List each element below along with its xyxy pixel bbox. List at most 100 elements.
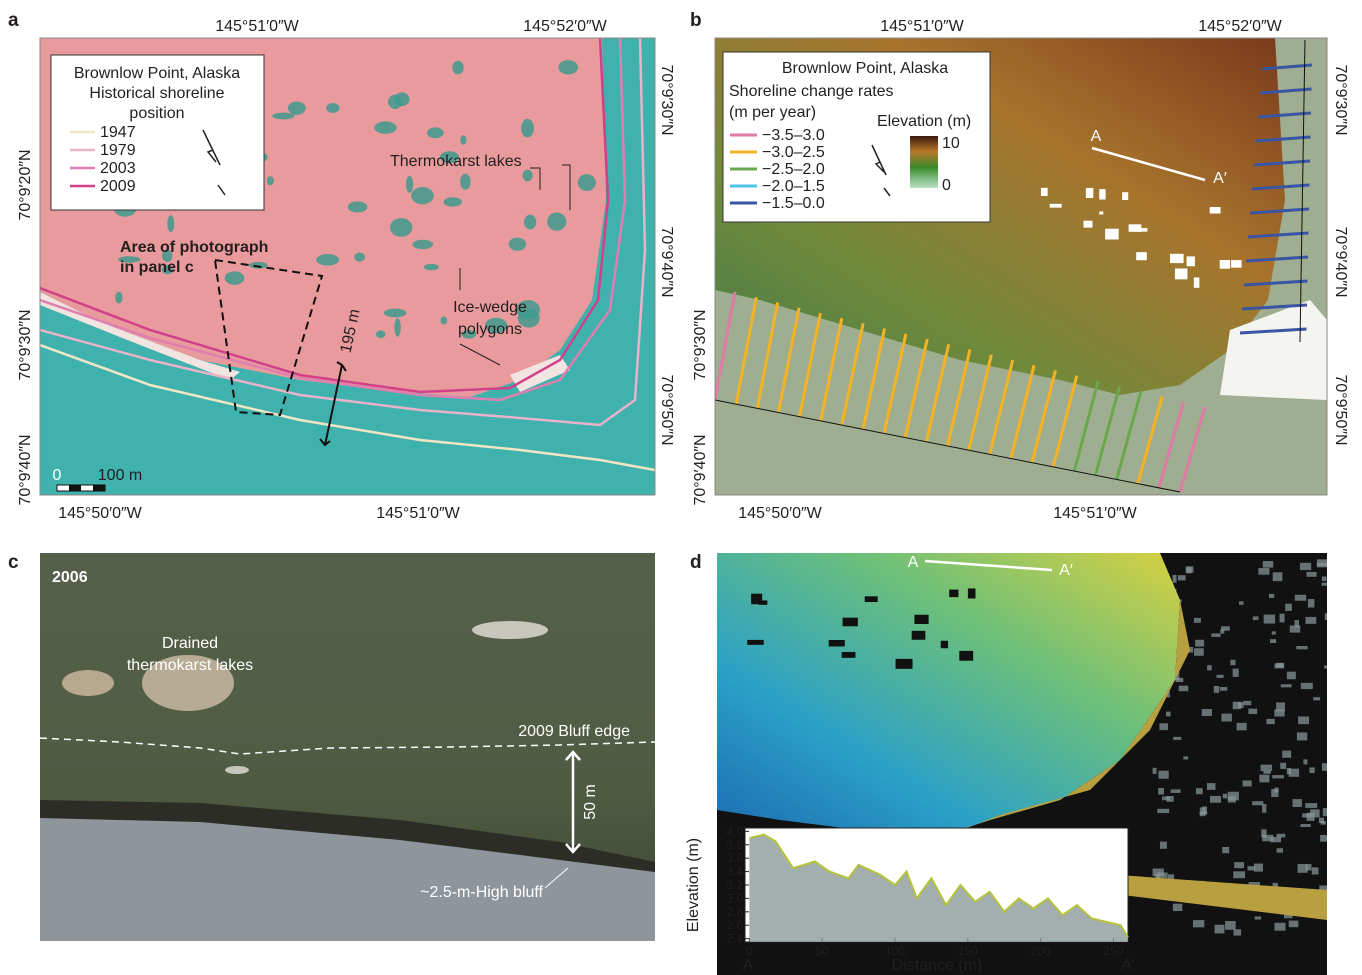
x-tick-label: 0 xyxy=(746,944,753,958)
speckle xyxy=(1255,916,1261,919)
lake xyxy=(460,174,470,190)
lake xyxy=(376,330,385,338)
x-tick-label: 200 xyxy=(1031,944,1051,958)
speckle xyxy=(1317,563,1328,567)
x-tick-label: 150 xyxy=(958,944,978,958)
speckle xyxy=(1300,563,1311,570)
coord-label: 70°9′40″N xyxy=(1332,226,1349,297)
speckle xyxy=(1325,613,1333,620)
annotation: thermokarst lakes xyxy=(127,657,253,674)
speckle xyxy=(1313,697,1320,700)
lake xyxy=(522,170,532,182)
gap xyxy=(959,651,973,661)
y-tick-label: 3.8 xyxy=(726,838,743,852)
speckle xyxy=(1295,595,1306,601)
profile-end: A′ xyxy=(1059,562,1073,579)
speckle xyxy=(1285,604,1292,611)
speckle xyxy=(1254,864,1263,872)
y-tick-label: 3.6 xyxy=(726,851,743,865)
lake xyxy=(424,264,439,270)
speckle xyxy=(1166,712,1171,717)
legend-label: 2003 xyxy=(100,160,136,177)
speckle xyxy=(1276,663,1283,668)
gap xyxy=(1084,221,1093,228)
annotation: in panel c xyxy=(120,259,194,276)
speckle xyxy=(1273,572,1283,581)
speckle xyxy=(1237,723,1247,730)
speckle xyxy=(1324,665,1336,668)
speckle xyxy=(1322,583,1327,586)
axis-title: Distance (m) xyxy=(892,957,983,974)
lake xyxy=(524,215,536,230)
lake xyxy=(316,254,339,266)
speckle xyxy=(1194,648,1204,656)
speckle xyxy=(1173,575,1177,583)
speckle xyxy=(1233,871,1245,878)
speckle xyxy=(1220,687,1227,691)
gap xyxy=(1210,207,1221,213)
lake xyxy=(558,60,578,74)
speckle xyxy=(1168,874,1174,879)
speckle xyxy=(1281,684,1292,687)
y-tick-label: 3.0 xyxy=(726,891,743,905)
speckle xyxy=(1207,665,1212,670)
annotation: Area of photograph xyxy=(120,239,268,256)
speckle xyxy=(1173,904,1182,911)
lake xyxy=(267,176,274,185)
speckle xyxy=(1248,709,1257,714)
lake xyxy=(547,212,566,230)
speckle xyxy=(1298,716,1309,724)
gap xyxy=(1086,188,1093,198)
y-tick-label: 2.8 xyxy=(726,905,743,919)
speckle xyxy=(1243,780,1252,786)
lake xyxy=(167,215,174,232)
speckle xyxy=(1329,633,1338,639)
legend-title: Elevation (m) xyxy=(877,113,971,130)
legend-label: 1947 xyxy=(100,124,136,141)
gap xyxy=(941,641,948,649)
x-tick-label: 250 xyxy=(1103,944,1123,958)
y-tick-label: 2.4 xyxy=(726,932,743,946)
speckle xyxy=(1258,568,1269,575)
speckle xyxy=(1290,625,1300,632)
speckle xyxy=(1272,631,1276,634)
color-scale xyxy=(910,136,938,188)
speckle xyxy=(1274,923,1285,931)
speckle xyxy=(1261,765,1273,771)
speckle xyxy=(1220,629,1224,633)
speckle xyxy=(1308,599,1314,608)
scale-label: 100 m xyxy=(98,467,142,484)
legend-label: 2009 xyxy=(100,178,136,195)
profile-end: A′ xyxy=(1213,170,1227,187)
y-tick-label: 2.6 xyxy=(726,918,743,932)
speckle xyxy=(1276,702,1285,711)
speckle xyxy=(1276,834,1285,838)
coord-label: 70°9′50″N xyxy=(1332,374,1349,445)
speckle xyxy=(1270,639,1276,643)
speckle xyxy=(1266,719,1274,724)
speckle xyxy=(1157,873,1168,879)
speckle xyxy=(1264,615,1275,624)
gap xyxy=(1099,211,1103,214)
panel-letter: d xyxy=(690,552,702,573)
end-label: A xyxy=(743,957,754,974)
coord-label: 70°9′50″N xyxy=(658,374,675,445)
speckle xyxy=(1222,847,1229,853)
legend-label: −2.5–2.0 xyxy=(762,161,825,178)
speckle xyxy=(1301,683,1313,689)
lake xyxy=(348,201,368,212)
speckle xyxy=(1277,848,1283,853)
speckle xyxy=(1228,792,1239,801)
legend-label: −2.0–1.5 xyxy=(762,178,825,195)
drained-lake xyxy=(225,766,249,774)
lake xyxy=(115,292,122,304)
legend-title: Shoreline change rates xyxy=(729,83,894,100)
speckle xyxy=(1234,862,1244,868)
page: Brownlow Point figure html, body { margi… xyxy=(0,0,1362,975)
figure: a 145°51′0″W 145°52′0″W 145°50′0″W 145°5… xyxy=(0,0,1362,975)
lake xyxy=(272,113,294,120)
legend-title: Brownlow Point, Alaska xyxy=(782,60,948,77)
gap xyxy=(1231,260,1242,268)
annotation: 2009 Bluff edge xyxy=(518,723,630,740)
speckle xyxy=(1270,837,1281,842)
